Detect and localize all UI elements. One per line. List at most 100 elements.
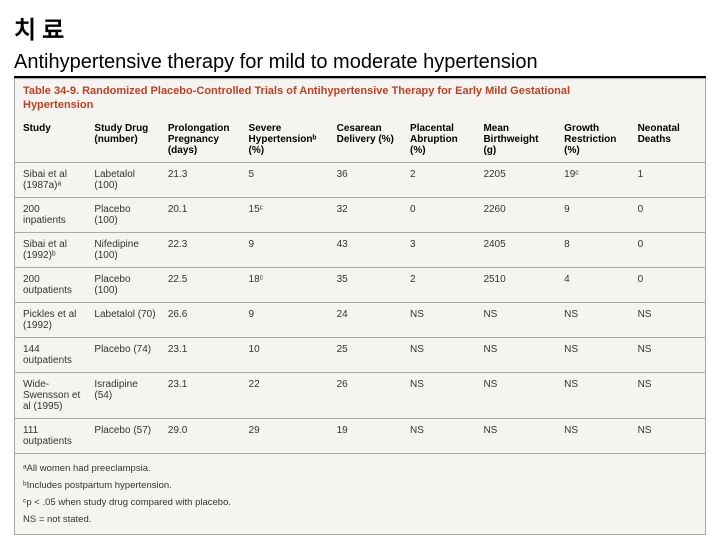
table-cell: NS xyxy=(632,338,705,373)
table-cell: NS xyxy=(632,303,705,338)
table-cell: Labetalol (100) xyxy=(88,163,161,198)
table-row: 111 outpatientsPlacebo (57)29.02919NSNSN… xyxy=(15,419,705,454)
table-row: Wide-Swensson et al (1995)Isradipine (54… xyxy=(15,373,705,419)
footnote: NS = not stated. xyxy=(23,511,697,528)
table-row: 144 outpatientsPlacebo (74)23.11025NSNSN… xyxy=(15,338,705,373)
table-cell: Placebo (100) xyxy=(88,198,161,233)
table-cell: 26.6 xyxy=(162,303,243,338)
table-row: Sibai et al (1992)ᵇNifedipine (100)22.39… xyxy=(15,233,705,268)
table-cell: 2 xyxy=(404,268,477,303)
table-cell: 111 outpatients xyxy=(15,419,88,454)
table-cell: Sibai et al (1992)ᵇ xyxy=(15,233,88,268)
table-cell: 3 xyxy=(404,233,477,268)
table-container: Table 34-9. Randomized Placebo-Controlle… xyxy=(14,78,706,535)
table-cell: NS xyxy=(558,303,631,338)
table-title-line1: Table 34-9. Randomized Placebo-Controlle… xyxy=(15,79,705,99)
col-header: Cesarean Delivery (%) xyxy=(331,117,404,163)
data-table: Study Study Drug (number) Prolongation P… xyxy=(15,117,705,454)
table-cell: NS xyxy=(558,338,631,373)
table-cell: Sibai et al (1987a)ᵃ xyxy=(15,163,88,198)
table-row: Pickles et al (1992)Labetalol (70)26.692… xyxy=(15,303,705,338)
table-cell: Placebo (57) xyxy=(88,419,161,454)
table-cell: 23.1 xyxy=(162,373,243,419)
table-cell: Pickles et al (1992) xyxy=(15,303,88,338)
table-cell: NS xyxy=(477,373,558,419)
table-cell: 0 xyxy=(404,198,477,233)
col-header: Severe Hypertensionᵇ (%) xyxy=(243,117,331,163)
table-cell: NS xyxy=(404,303,477,338)
col-header: Study xyxy=(15,117,88,163)
table-cell: 200 outpatients xyxy=(15,268,88,303)
table-cell: NS xyxy=(632,373,705,419)
table-cell: 5 xyxy=(243,163,331,198)
table-cell: 2 xyxy=(404,163,477,198)
table-cell: Placebo (74) xyxy=(88,338,161,373)
page-subtitle: Antihypertensive therapy for mild to mod… xyxy=(14,51,706,78)
table-cell: NS xyxy=(558,373,631,419)
table-cell: 144 outpatients xyxy=(15,338,88,373)
col-header: Growth Restriction (%) xyxy=(558,117,631,163)
table-cell: NS xyxy=(404,338,477,373)
table-body: Sibai et al (1987a)ᵃLabetalol (100)21.35… xyxy=(15,163,705,454)
table-header-row: Study Study Drug (number) Prolongation P… xyxy=(15,117,705,163)
table-cell: Labetalol (70) xyxy=(88,303,161,338)
col-header: Neonatal Deaths xyxy=(632,117,705,163)
table-cell: 43 xyxy=(331,233,404,268)
footnotes: ᵃAll women had preeclampsia. ᵇIncludes p… xyxy=(15,454,705,534)
table-cell: 22.3 xyxy=(162,233,243,268)
table-cell: NS xyxy=(477,419,558,454)
table-cell: 9 xyxy=(243,303,331,338)
table-cell: 25 xyxy=(331,338,404,373)
col-header: Study Drug (number) xyxy=(88,117,161,163)
col-header: Placental Abruption (%) xyxy=(404,117,477,163)
table-cell: 23.1 xyxy=(162,338,243,373)
table-cell: 15ᶜ xyxy=(243,198,331,233)
table-cell: 22.5 xyxy=(162,268,243,303)
table-cell: 200 inpatients xyxy=(15,198,88,233)
table-cell: 10 xyxy=(243,338,331,373)
table-cell: NS xyxy=(477,338,558,373)
table-cell: 2205 xyxy=(477,163,558,198)
col-header: Mean Birthweight (g) xyxy=(477,117,558,163)
table-row: 200 outpatientsPlacebo (100)22.518ᶜ35225… xyxy=(15,268,705,303)
table-cell: Placebo (100) xyxy=(88,268,161,303)
table-cell: Isradipine (54) xyxy=(88,373,161,419)
table-cell: 9 xyxy=(558,198,631,233)
table-cell: 22 xyxy=(243,373,331,419)
table-cell: 32 xyxy=(331,198,404,233)
table-cell: 24 xyxy=(331,303,404,338)
table-cell: 4 xyxy=(558,268,631,303)
table-cell: NS xyxy=(558,419,631,454)
table-row: Sibai et al (1987a)ᵃLabetalol (100)21.35… xyxy=(15,163,705,198)
col-header: Prolongation Pregnancy (days) xyxy=(162,117,243,163)
footnote: ᵃAll women had preeclampsia. xyxy=(23,460,697,477)
table-cell: Wide-Swensson et al (1995) xyxy=(15,373,88,419)
table-title-line2: Hypertension xyxy=(15,99,705,117)
table-cell: 29.0 xyxy=(162,419,243,454)
table-cell: 0 xyxy=(632,198,705,233)
table-cell: 0 xyxy=(632,233,705,268)
table-cell: 2405 xyxy=(477,233,558,268)
table-cell: 35 xyxy=(331,268,404,303)
footnote: ᵇIncludes postpartum hypertension. xyxy=(23,477,697,494)
table-cell: 2510 xyxy=(477,268,558,303)
table-cell: 36 xyxy=(331,163,404,198)
table-row: 200 inpatientsPlacebo (100)20.115ᶜ320226… xyxy=(15,198,705,233)
table-cell: 20.1 xyxy=(162,198,243,233)
table-cell: Nifedipine (100) xyxy=(88,233,161,268)
table-cell: 29 xyxy=(243,419,331,454)
table-cell: 18ᶜ xyxy=(243,268,331,303)
table-cell: 21.3 xyxy=(162,163,243,198)
footnote: ᶜp < .05 when study drug compared with p… xyxy=(23,494,697,511)
table-cell: 0 xyxy=(632,268,705,303)
table-cell: 26 xyxy=(331,373,404,419)
table-cell: NS xyxy=(632,419,705,454)
table-cell: 9 xyxy=(243,233,331,268)
table-cell: 8 xyxy=(558,233,631,268)
table-cell: 19ᶜ xyxy=(558,163,631,198)
table-cell: NS xyxy=(477,303,558,338)
table-cell: NS xyxy=(404,373,477,419)
table-cell: 2260 xyxy=(477,198,558,233)
table-cell: NS xyxy=(404,419,477,454)
table-cell: 1 xyxy=(632,163,705,198)
